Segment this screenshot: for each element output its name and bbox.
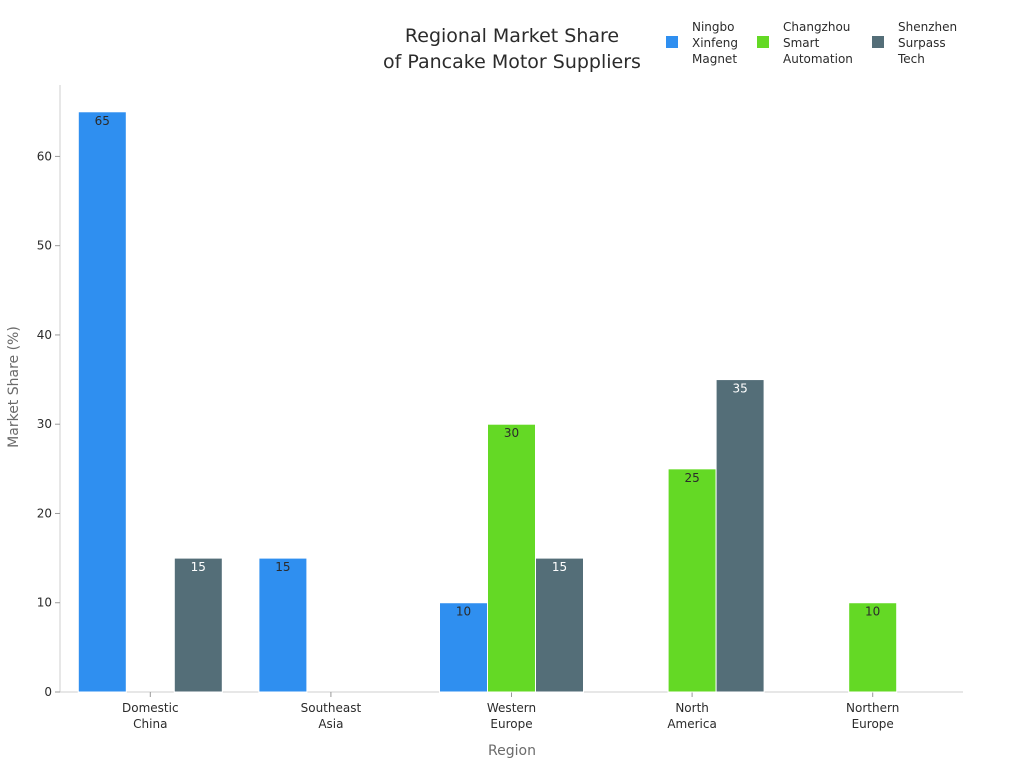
y-tick-label: 50 [37, 239, 52, 253]
bar-value-label: 35 [732, 382, 747, 396]
x-axis-title: Region [488, 743, 536, 759]
y-tick-label: 10 [37, 596, 52, 610]
legend-entry-label: Shenzhen Surpass Tech [897, 20, 957, 66]
y-axis-title: Market Share (%) [6, 326, 22, 448]
x-tick-label: Southeast Asia [301, 701, 362, 731]
legend: Ningbo Xinfeng Magnet Changzhou Smart Automat… [666, 20, 957, 66]
bar [258, 557, 308, 693]
legend-entry-label: Changzhou Smart Automation [783, 20, 853, 66]
legend-swatch [666, 36, 678, 48]
bar-value-label: 15 [191, 560, 206, 574]
bar [848, 602, 898, 693]
x-axis: Domestic China Southeast Asia Western Europe N… [60, 691, 963, 731]
bar [667, 468, 717, 693]
bar [77, 111, 127, 693]
chart-title-line-2: of Pancake Motor Suppliers [383, 51, 641, 73]
bar [173, 557, 223, 693]
x-tick-label: North America [667, 701, 717, 731]
legend-entry-label: Ningbo Xinfeng Magnet [692, 20, 738, 66]
legend-swatch [872, 36, 884, 48]
y-tick-label: 40 [37, 328, 52, 342]
chart-title-line-1: Regional Market Share [405, 25, 619, 47]
y-tick-label: 0 [44, 685, 52, 699]
x-tick-label: Western Europe [487, 701, 536, 731]
bar [715, 379, 765, 693]
bar [535, 557, 584, 693]
bar-value-label: 30 [504, 426, 519, 440]
bar-value-label: 65 [95, 114, 110, 128]
y-tick-label: 20 [37, 506, 52, 520]
y-tick-label: 30 [37, 417, 52, 431]
bar-value-label: 10 [456, 605, 471, 619]
bar [487, 423, 536, 693]
x-tick-label: Northern Europe [846, 701, 899, 731]
x-tick-label: Domestic China [122, 701, 179, 731]
y-tick-label: 60 [37, 149, 52, 163]
bars: 65 15 15 10 30 15 25 35 10 [77, 111, 898, 693]
bar-value-label: 15 [275, 560, 290, 574]
legend-swatch [757, 36, 769, 48]
y-axis: 0 10 20 30 40 50 60 [37, 85, 61, 699]
bar-value-label: 25 [684, 471, 699, 485]
bar-value-label: 10 [865, 605, 880, 619]
bar-value-label: 15 [552, 560, 567, 574]
